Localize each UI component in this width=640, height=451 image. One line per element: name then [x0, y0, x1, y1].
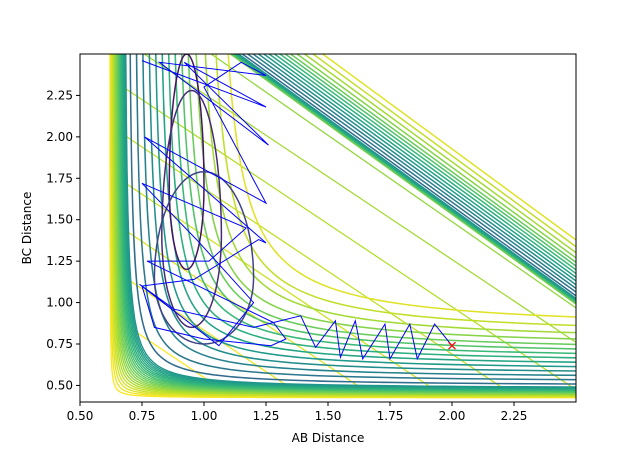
contour-line — [195, 54, 576, 340]
contour-line — [112, 54, 576, 397]
contour-line — [204, 54, 576, 334]
contour-line — [129, 54, 576, 385]
contour-line — [227, 54, 576, 318]
x-tick-label: 0.50 — [67, 409, 94, 423]
contour-line — [122, 54, 576, 390]
x-tick-label: 1.00 — [191, 409, 218, 423]
contour-line — [116, 54, 576, 394]
y-tick-label: 0.75 — [46, 337, 73, 351]
contour-line — [161, 54, 576, 363]
x-tick-label: 1.50 — [315, 409, 342, 423]
x-tick-label: 2.25 — [501, 409, 528, 423]
x-tick-label: 1.25 — [253, 409, 280, 423]
y-axis-label: BC Distance — [20, 192, 34, 265]
contour-lines — [109, 54, 576, 399]
x-tick-label: 0.75 — [129, 409, 156, 423]
contour-line — [187, 54, 576, 346]
y-tick-label: 2.25 — [46, 88, 73, 102]
y-tick-label: 2.00 — [46, 130, 73, 144]
contour-line — [161, 89, 223, 329]
x-tick-label: 1.75 — [377, 409, 404, 423]
y-tick-label: 1.25 — [46, 254, 73, 268]
contour-line — [153, 170, 255, 345]
contour-line — [113, 54, 576, 396]
start-point-marker — [448, 341, 456, 350]
y-tick-label: 1.50 — [46, 213, 73, 227]
contour-line — [111, 54, 576, 397]
x-axis-ticks: 0.50 0.75 1.00 1.25 1.50 1.75 2.00 2.25 — [67, 402, 528, 423]
start-marker-layer — [448, 341, 456, 350]
contour-line — [125, 54, 576, 388]
y-tick-label: 0.50 — [46, 378, 73, 392]
contour-line — [113, 54, 576, 396]
trajectory-line — [139, 60, 453, 361]
contour-line — [119, 54, 576, 392]
contour-line — [109, 54, 576, 399]
trajectory-layer — [139, 60, 453, 361]
contour-line — [148, 54, 576, 372]
y-tick-label: 1.75 — [46, 171, 73, 185]
contour-line — [167, 54, 576, 359]
contour-line — [168, 54, 205, 271]
y-tick-label: 1.00 — [46, 296, 73, 310]
contour-line — [110, 54, 576, 398]
contour-line — [155, 54, 576, 368]
x-axis-label: AB Distance — [292, 431, 365, 445]
contour-line — [115, 54, 576, 395]
contour-line — [135, 54, 576, 381]
contour-line — [142, 54, 576, 377]
contour-line — [180, 54, 576, 350]
y-axis-ticks: 0.50 0.75 1.00 1.25 1.50 1.75 2.00 2.25 — [46, 88, 80, 392]
x-tick-label: 2.00 — [439, 409, 466, 423]
